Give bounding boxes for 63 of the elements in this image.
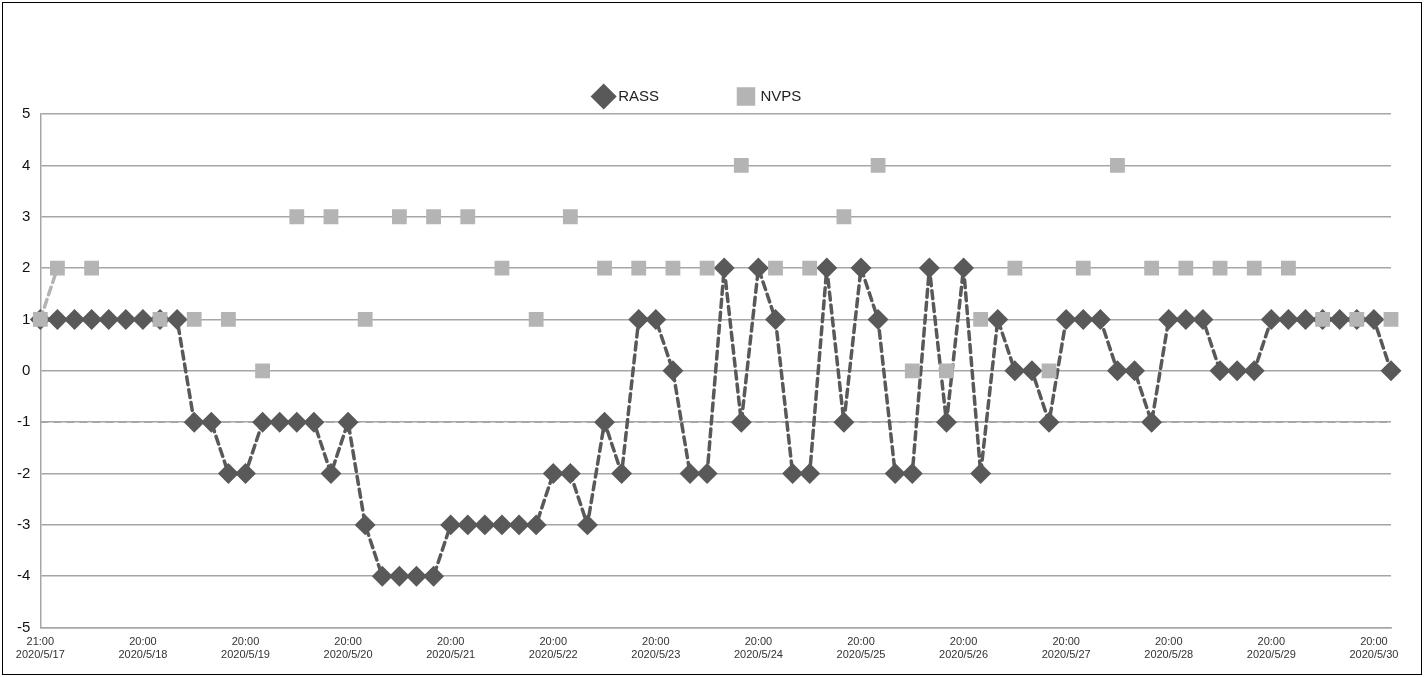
x-tick-label: 20:00 2020/5/19 xyxy=(221,635,270,661)
point xyxy=(323,209,339,225)
point xyxy=(426,209,441,225)
y-tick-label: -4 xyxy=(16,566,31,584)
y-tick-label: -5 xyxy=(16,617,31,635)
x-tick-label: 20:00 2020/5/27 xyxy=(1041,635,1091,661)
y-tick-label: -1 xyxy=(16,412,31,430)
point xyxy=(391,209,407,225)
point xyxy=(939,363,954,379)
point xyxy=(631,260,647,276)
point xyxy=(904,363,920,379)
point xyxy=(84,260,100,276)
point xyxy=(733,157,749,173)
point xyxy=(1383,312,1399,327)
point xyxy=(186,312,202,327)
x-tick-label: 20:00 2020/5/26 xyxy=(939,635,989,661)
legend-label: NVPS xyxy=(760,86,802,104)
x-tick-label: 20:00 2020/5/21 xyxy=(426,635,476,661)
point xyxy=(528,312,544,327)
point xyxy=(973,312,989,327)
point xyxy=(836,209,852,225)
x-tick-label: 20:00 2020/5/30 xyxy=(1349,635,1399,661)
point xyxy=(802,260,818,276)
y-tick-label: 0 xyxy=(21,360,31,378)
y-tick-label: 5 xyxy=(21,104,31,122)
point xyxy=(1041,363,1057,379)
point xyxy=(768,260,783,276)
x-tick-label: 20:00 2020/5/24 xyxy=(733,635,783,661)
point xyxy=(1007,260,1023,276)
y-tick-label: 3 xyxy=(21,206,31,224)
x-tick-label: 20:00 2020/5/18 xyxy=(118,635,168,661)
point xyxy=(1178,260,1194,276)
y-tick-label: 4 xyxy=(21,155,31,173)
point xyxy=(289,209,305,225)
x-tick-label: 21:00 2020/5/17 xyxy=(15,635,65,661)
x-tick-label: 20:00 2020/5/25 xyxy=(836,635,886,661)
point xyxy=(1075,260,1091,276)
point xyxy=(562,209,578,225)
y-tick-label: -2 xyxy=(16,463,31,481)
point xyxy=(1246,260,1262,276)
point xyxy=(255,363,271,379)
legend-label: RASS xyxy=(618,86,660,104)
x-tick-label: 20:00 2020/5/22 xyxy=(528,635,578,661)
point xyxy=(665,260,681,276)
point xyxy=(870,157,886,173)
y-tick-label: 1 xyxy=(21,309,31,327)
point xyxy=(597,260,612,276)
point xyxy=(221,312,236,327)
y-tick-label: 2 xyxy=(21,258,31,276)
point xyxy=(1212,260,1228,276)
point xyxy=(1144,260,1160,276)
x-tick-label: 20:00 2020/5/28 xyxy=(1144,635,1194,661)
x-tick-label: 20:00 2020/5/29 xyxy=(1246,635,1296,661)
point xyxy=(494,260,510,276)
point xyxy=(460,209,476,225)
y-tick-label: -3 xyxy=(16,515,31,533)
x-tick-label: 20:00 2020/5/23 xyxy=(631,635,681,661)
point xyxy=(699,260,715,276)
point xyxy=(1281,260,1296,276)
point xyxy=(50,260,65,276)
point xyxy=(357,312,373,327)
x-tick-label: 20:00 2020/5/20 xyxy=(323,635,373,661)
point xyxy=(1110,157,1125,173)
